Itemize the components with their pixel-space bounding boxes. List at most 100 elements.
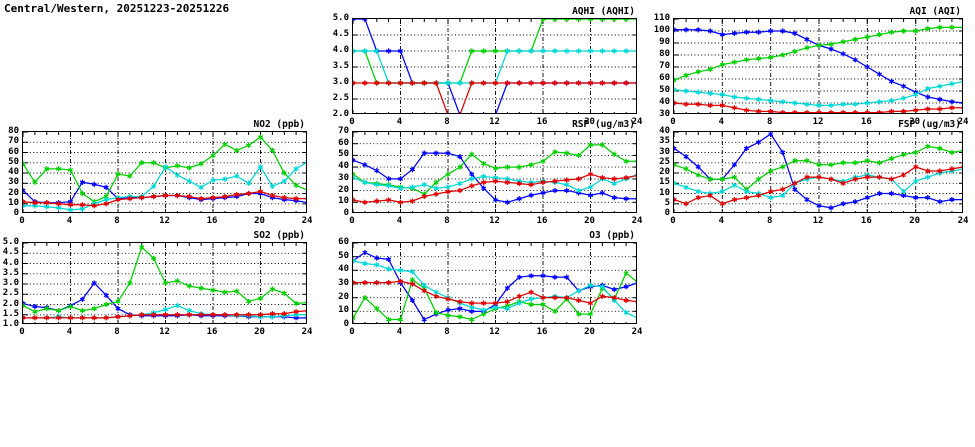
x-tick-label: 24 xyxy=(631,216,643,226)
y-tick-label: 30 xyxy=(8,177,19,188)
x-tick-label: 0 xyxy=(349,117,355,127)
y-tick-label: 50 xyxy=(659,85,670,95)
y-tick-label: 2.5 xyxy=(332,93,349,103)
y-tick-label: 10 xyxy=(8,197,19,208)
y-tick-label: 3.5 xyxy=(332,61,349,71)
series-markers-green xyxy=(353,19,636,86)
series-markers-red xyxy=(674,100,962,113)
plot-svg-aqi xyxy=(674,19,962,113)
x-tick-label: 12 xyxy=(812,216,824,226)
x-tick-label: 24 xyxy=(631,327,643,337)
panel-title-rsp: RSP (ug/m3) xyxy=(572,119,635,130)
y-tick-label: 10 xyxy=(338,305,349,316)
x-tick-label: 16 xyxy=(206,216,218,226)
y-tick-label: 3.5 xyxy=(2,267,19,278)
y-tick-label: 30 xyxy=(659,109,670,119)
plot-svg-o3 xyxy=(353,243,636,323)
y-tick-label: 0 xyxy=(343,319,349,329)
plot-area-no2 xyxy=(22,131,307,213)
panel-title-no2: NO2 (ppb) xyxy=(253,119,305,130)
plot-area-rsp xyxy=(352,131,637,213)
x-tick-label: 8 xyxy=(766,117,773,127)
series-markers-green xyxy=(674,143,962,192)
panel-title-o3: O3 (ppb) xyxy=(589,230,635,241)
x-tick-label: 0 xyxy=(670,117,676,127)
series-markers-green xyxy=(674,24,962,83)
y-tick-label: 60 xyxy=(659,73,670,83)
y-tick-label: 25 xyxy=(659,156,670,167)
x-tick-label: 16 xyxy=(860,117,872,127)
y-tick-label: 5 xyxy=(664,197,670,208)
y-tick-label: 80 xyxy=(659,49,670,59)
x-tick-label: 4 xyxy=(396,216,403,226)
x-tick-label: 4 xyxy=(396,327,403,337)
x-tick-label: 24 xyxy=(301,216,313,226)
y-tick-label: 0 xyxy=(664,208,670,218)
series-markers-red xyxy=(353,80,636,113)
x-tick-label: 20 xyxy=(254,327,265,337)
x-tick-label: 8 xyxy=(444,117,450,127)
y-tick-label: 4.0 xyxy=(2,257,19,268)
y-tick-label: 4.5 xyxy=(332,29,349,39)
y-tick-label: 3.0 xyxy=(2,278,19,288)
plot-svg-aqhi xyxy=(353,19,636,113)
y-tick-label: 110 xyxy=(653,13,670,23)
series-line-blue xyxy=(674,133,962,209)
y-tick-label: 0 xyxy=(13,208,19,218)
panel-title-aqhi: AQHI (AQHI) xyxy=(572,6,635,17)
x-tick-label: 0 xyxy=(349,216,355,226)
y-tick-label: 40 xyxy=(659,97,670,107)
x-tick-label: 24 xyxy=(301,327,313,337)
y-tick-label: 30 xyxy=(659,146,670,157)
x-tick-label: 16 xyxy=(536,216,548,226)
y-tick-label: 60 xyxy=(8,146,19,157)
y-tick-label: 30 xyxy=(338,172,349,183)
y-tick-label: 1.0 xyxy=(2,319,19,329)
panel-title-fsp: FSP (ug/m3) xyxy=(898,119,961,130)
series-line-green xyxy=(674,26,962,81)
plot-svg-so2 xyxy=(23,243,306,323)
y-tick-label: 10 xyxy=(338,196,349,207)
x-tick-label: 4 xyxy=(66,327,73,337)
y-tick-label: 4.5 xyxy=(2,247,19,258)
y-tick-label: 70 xyxy=(338,126,349,136)
x-tick-label: 4 xyxy=(66,216,73,226)
y-tick-label: 50 xyxy=(338,250,349,261)
y-tick-label: 20 xyxy=(659,167,670,177)
x-tick-label: 20 xyxy=(584,117,595,127)
y-tick-label: 50 xyxy=(8,156,19,167)
y-tick-label: 40 xyxy=(338,161,349,172)
plot-area-aqi xyxy=(673,18,963,114)
series-line-blue xyxy=(353,19,636,113)
x-tick-label: 12 xyxy=(159,327,170,337)
x-tick-label: 24 xyxy=(957,216,969,226)
x-tick-label: 20 xyxy=(584,327,595,337)
x-tick-label: 0 xyxy=(19,327,25,337)
series-line-green xyxy=(353,272,636,321)
x-tick-label: 16 xyxy=(536,117,548,127)
y-tick-label: 15 xyxy=(659,177,670,188)
series-markers-green xyxy=(23,244,306,315)
x-tick-label: 24 xyxy=(631,117,643,127)
x-tick-label: 4 xyxy=(718,216,725,226)
y-tick-label: 0 xyxy=(343,208,349,218)
x-tick-label: 20 xyxy=(254,216,265,226)
y-tick-label: 2.0 xyxy=(2,298,19,309)
y-tick-label: 100 xyxy=(653,25,670,35)
panel-title-aqi: AQI (AQI) xyxy=(909,6,961,17)
y-tick-label: 40 xyxy=(8,167,19,177)
y-tick-label: 5.0 xyxy=(332,13,349,23)
y-tick-label: 60 xyxy=(338,237,349,247)
y-tick-label: 70 xyxy=(8,136,19,147)
x-tick-label: 0 xyxy=(349,327,355,337)
x-tick-label: 0 xyxy=(19,216,25,226)
series-markers-red xyxy=(23,188,306,209)
series-line-green xyxy=(23,245,306,313)
series-markers-green xyxy=(353,142,636,197)
x-tick-label: 20 xyxy=(909,216,921,226)
x-tick-label: 20 xyxy=(909,117,921,127)
series-markers-red xyxy=(23,308,306,321)
y-tick-label: 5.0 xyxy=(2,237,19,247)
x-tick-label: 20 xyxy=(584,216,595,226)
x-tick-label: 12 xyxy=(489,216,500,226)
